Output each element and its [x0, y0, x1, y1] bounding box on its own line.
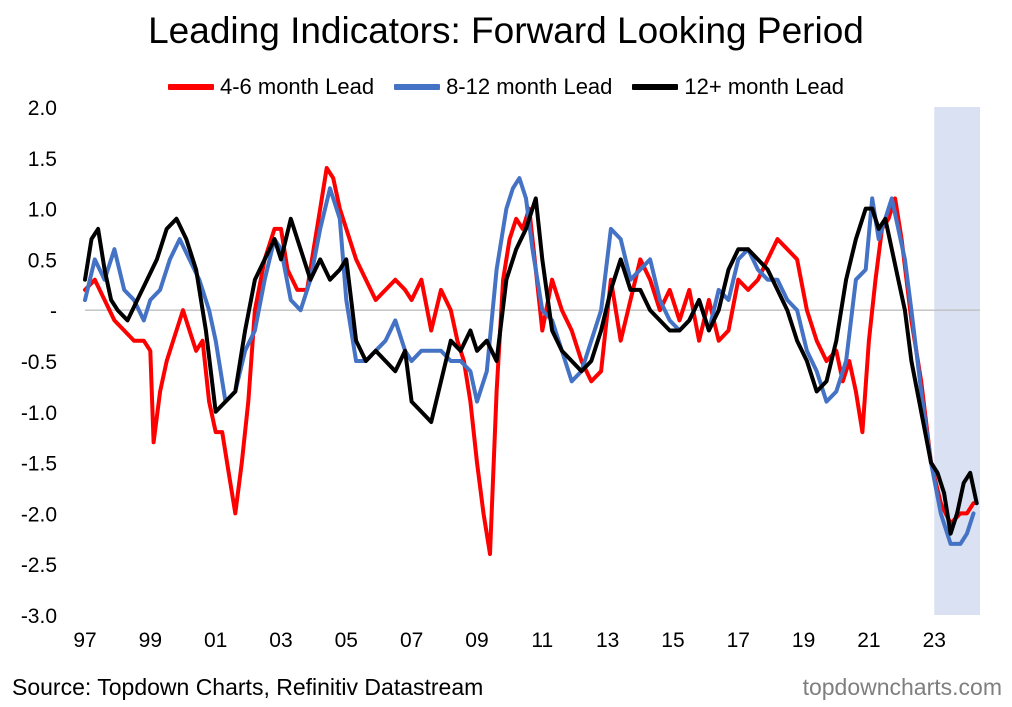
x-tick-label: 99 [139, 629, 162, 652]
legend-label-12-plus-month: 12+ month Lead [684, 74, 845, 99]
x-tick-label: 21 [857, 629, 880, 652]
x-tick-label: 05 [335, 629, 358, 652]
chart-title: Leading Indicators: Forward Looking Peri… [148, 10, 864, 51]
y-tick-label: -2.0 [21, 503, 57, 526]
x-tick-label: 03 [269, 629, 292, 652]
y-tick-label: 1.5 [28, 148, 57, 171]
x-tick-label: 23 [923, 629, 946, 652]
x-tick-label: 19 [792, 629, 815, 652]
series-line-12-plus-month-lead [83, 196, 979, 536]
y-tick-label: 2.0 [28, 97, 57, 120]
y-tick-label: -2.5 [21, 554, 57, 577]
x-tick-label: 97 [73, 629, 96, 652]
x-tick-label: 13 [596, 629, 619, 652]
y-tick-label: 1.0 [28, 199, 57, 222]
y-tick-label: -1.0 [21, 402, 57, 425]
legend-item-4-6-month[interactable]: 4-6 month Lead [167, 72, 375, 102]
legend-label-8-12-month: 8-12 month Lead [446, 74, 613, 99]
x-tick-label: 11 [531, 629, 553, 652]
x-tick-label: 07 [400, 629, 423, 652]
source-note: Source: Topdown Charts, Refinitiv Datast… [12, 674, 484, 700]
legend: 4-6 month Lead 8-12 month Lead 12+ month… [0, 72, 1012, 102]
x-tick-label: 09 [465, 629, 488, 652]
legend-swatch-black [632, 84, 679, 90]
y-tick-label: 0.5 [28, 249, 57, 272]
x-tick-label: 17 [727, 629, 750, 652]
brand-watermark: topdowncharts.com [802, 674, 1002, 700]
shaded-region [934, 107, 980, 615]
legend-swatch-blue [394, 84, 441, 90]
x-tick-label: 01 [204, 629, 227, 652]
y-tick-label: -0.5 [21, 351, 57, 374]
legend-item-12-plus-month[interactable]: 12+ month Lead [632, 72, 844, 102]
legend-item-8-12-month[interactable]: 8-12 month Lead [394, 72, 612, 102]
legend-swatch-red [167, 84, 214, 90]
y-tick-label: - [50, 300, 57, 323]
series-line-4-6-month-lead [83, 166, 976, 556]
y-tick-label: -3.0 [21, 605, 57, 628]
y-tick-label: -1.5 [21, 453, 57, 476]
legend-label-4-6-month: 4-6 month Lead [219, 74, 375, 99]
x-tick-label: 15 [661, 629, 684, 652]
